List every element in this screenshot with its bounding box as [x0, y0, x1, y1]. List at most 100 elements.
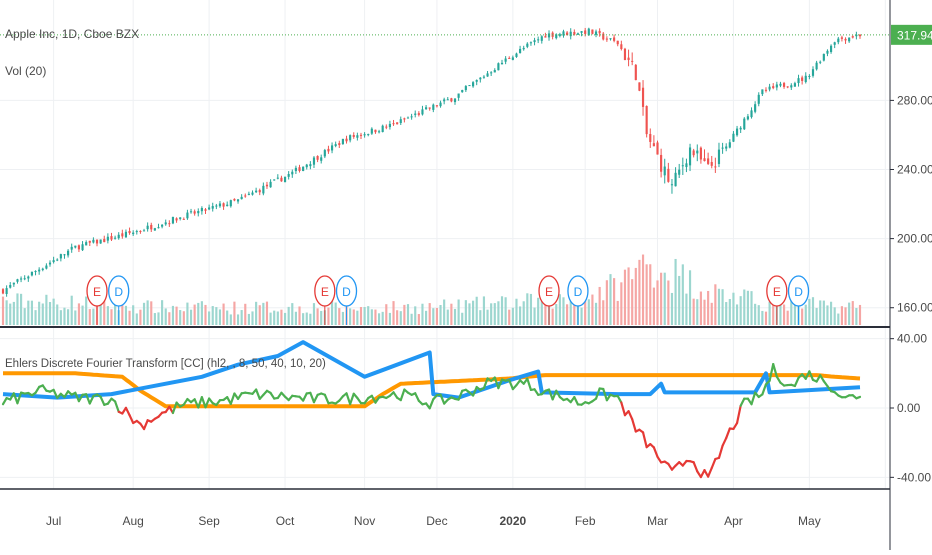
candle-body[interactable]	[823, 54, 825, 61]
candle-body[interactable]	[436, 105, 438, 106]
candle-body[interactable]	[678, 170, 680, 175]
candle-body[interactable]	[298, 167, 300, 171]
candle-body[interactable]	[71, 247, 73, 250]
candle-body[interactable]	[309, 164, 311, 166]
candle-body[interactable]	[197, 211, 199, 213]
volume-legend[interactable]: Vol (20)	[5, 64, 46, 78]
candle-body[interactable]	[295, 168, 297, 171]
candle-body[interactable]	[107, 237, 109, 241]
candle-body[interactable]	[580, 31, 582, 33]
candle-body[interactable]	[638, 82, 640, 90]
candle-body[interactable]	[754, 104, 756, 112]
candle-body[interactable]	[844, 39, 846, 40]
candle-body[interactable]	[429, 107, 431, 108]
candle-body[interactable]	[6, 288, 8, 294]
candle-body[interactable]	[219, 204, 221, 207]
candle-body[interactable]	[382, 126, 384, 132]
candle-body[interactable]	[779, 84, 781, 86]
candle-body[interactable]	[110, 236, 112, 239]
candle-body[interactable]	[533, 40, 535, 42]
candle-body[interactable]	[490, 72, 492, 73]
candle-body[interactable]	[259, 190, 261, 192]
candle-body[interactable]	[56, 260, 58, 261]
candle-body[interactable]	[150, 225, 152, 229]
candle-body[interactable]	[454, 99, 456, 102]
candle-body[interactable]	[226, 205, 228, 206]
candle-body[interactable]	[711, 162, 713, 166]
candle-body[interactable]	[497, 63, 499, 70]
candle-body[interactable]	[458, 94, 460, 98]
candle-body[interactable]	[783, 83, 785, 87]
candle-body[interactable]	[609, 38, 611, 39]
candle-body[interactable]	[530, 42, 532, 43]
candle-body[interactable]	[732, 134, 734, 142]
candle-body[interactable]	[13, 283, 15, 285]
candle-body[interactable]	[830, 46, 832, 52]
candle-body[interactable]	[595, 31, 597, 34]
candle-body[interactable]	[132, 233, 134, 234]
candle-body[interactable]	[338, 143, 340, 145]
candle-body[interactable]	[649, 134, 651, 142]
candle-body[interactable]	[472, 82, 474, 86]
candle-body[interactable]	[461, 90, 463, 92]
candle-body[interactable]	[31, 272, 33, 276]
candle-body[interactable]	[512, 57, 514, 59]
candle-body[interactable]	[24, 278, 26, 279]
candle-body[interactable]	[819, 62, 821, 63]
candle-body[interactable]	[671, 184, 673, 185]
candle-body[interactable]	[53, 260, 55, 262]
candle-body[interactable]	[794, 83, 796, 86]
candle-body[interactable]	[812, 69, 814, 76]
candle-body[interactable]	[729, 142, 731, 147]
candle-body[interactable]	[826, 51, 828, 54]
candle-body[interactable]	[204, 209, 206, 211]
candle-body[interactable]	[700, 148, 702, 160]
candle-body[interactable]	[852, 36, 854, 37]
candle-body[interactable]	[689, 147, 691, 165]
candle-body[interactable]	[418, 113, 420, 115]
candle-body[interactable]	[476, 80, 478, 82]
candle-body[interactable]	[722, 148, 724, 149]
candle-body[interactable]	[324, 150, 326, 156]
candle-body[interactable]	[761, 89, 763, 94]
candle-body[interactable]	[2, 289, 4, 293]
candle-body[interactable]	[179, 217, 181, 219]
candle-body[interactable]	[548, 33, 550, 37]
candle-body[interactable]	[439, 103, 441, 107]
candle-body[interactable]	[262, 186, 264, 194]
candle-body[interactable]	[758, 95, 760, 104]
candle-body[interactable]	[613, 38, 615, 41]
candle-body[interactable]	[194, 211, 196, 213]
candle-body[interactable]	[805, 76, 807, 82]
candle-body[interactable]	[682, 165, 684, 166]
candle-body[interactable]	[635, 65, 637, 80]
candle-body[interactable]	[266, 185, 268, 187]
candle-body[interactable]	[128, 231, 130, 233]
candle-body[interactable]	[447, 99, 449, 100]
candle-body[interactable]	[599, 31, 601, 33]
candle-body[interactable]	[114, 238, 116, 239]
candle-body[interactable]	[631, 61, 633, 62]
candle-body[interactable]	[306, 165, 308, 168]
candle-body[interactable]	[664, 167, 666, 176]
candle-body[interactable]	[508, 58, 510, 59]
candle-body[interactable]	[168, 223, 170, 224]
candle-body[interactable]	[345, 139, 347, 142]
candle-body[interactable]	[588, 29, 590, 36]
candle-body[interactable]	[541, 36, 543, 41]
candle-body[interactable]	[371, 129, 373, 134]
candle-body[interactable]	[237, 199, 239, 201]
candle-body[interactable]	[353, 135, 355, 137]
candle-body[interactable]	[642, 88, 644, 107]
candle-body[interactable]	[288, 174, 290, 177]
candle-body[interactable]	[765, 90, 767, 91]
candle-body[interactable]	[201, 208, 203, 211]
candle-body[interactable]	[450, 98, 452, 101]
candle-body[interactable]	[667, 169, 669, 182]
candle-body[interactable]	[392, 123, 394, 124]
candle-body[interactable]	[790, 85, 792, 87]
candle-body[interactable]	[443, 99, 445, 101]
candle-body[interactable]	[537, 39, 539, 40]
candle-body[interactable]	[501, 63, 503, 64]
